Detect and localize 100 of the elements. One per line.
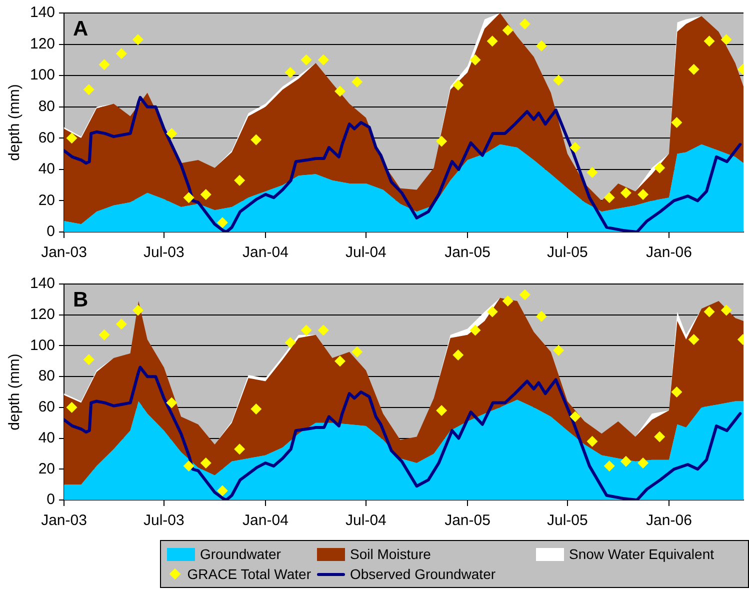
point: [352, 76, 363, 88]
point: [502, 24, 514, 36]
y-tick-label: 120: [30, 35, 56, 52]
x-tick-label: Jan-04: [242, 244, 288, 262]
point: [300, 324, 312, 336]
point: [688, 64, 700, 75]
y-tick-label: 0: [46, 491, 56, 508]
x-tick-label: Jan-04: [242, 512, 288, 530]
point: [132, 34, 144, 46]
annotation: B: [73, 288, 88, 312]
y-tick-label: 140: [30, 275, 56, 292]
x-tick-label: Jan-05: [444, 512, 490, 530]
x-tick-label: Jul-05: [546, 244, 588, 262]
y-tick-label: 40: [38, 160, 56, 178]
point: [720, 34, 732, 46]
point: [300, 54, 312, 66]
point: [83, 84, 94, 96]
point: [250, 403, 262, 414]
point: [318, 54, 329, 66]
point: [234, 174, 246, 186]
point: [98, 329, 110, 340]
annotation: A: [73, 17, 88, 40]
point: [216, 485, 228, 496]
x-tick-label: Jul-03: [144, 512, 184, 530]
point: [116, 48, 127, 60]
point: [334, 86, 346, 97]
point: [654, 431, 666, 442]
point: [284, 66, 296, 78]
y-tick-label: 60: [38, 398, 56, 416]
y-tick-label: 20: [38, 460, 56, 478]
point: [486, 36, 498, 47]
point: [216, 217, 228, 228]
x-tick-label: Jan-06: [646, 244, 692, 262]
point: [553, 74, 564, 86]
point: [638, 457, 649, 468]
point: [604, 460, 615, 472]
y-tick-label: 20: [38, 192, 56, 209]
point: [200, 188, 212, 200]
point: [586, 436, 598, 447]
y-tick-label: 80: [38, 368, 56, 385]
point: [704, 36, 715, 47]
point: [502, 295, 514, 306]
point: [183, 460, 194, 472]
point: [452, 349, 464, 360]
point: [116, 318, 127, 330]
point: [704, 306, 715, 318]
x-tick-label: Jan-05: [444, 244, 490, 262]
point: [334, 356, 346, 367]
point: [519, 289, 530, 300]
y-tick-label: 100: [30, 336, 56, 354]
point: [620, 456, 632, 467]
legend-label: Snow Water Equivalent: [569, 546, 714, 562]
point: [66, 132, 78, 144]
x-tick-label: Jul-05: [546, 512, 588, 530]
point: [318, 324, 329, 336]
y-tick-label: 80: [38, 98, 56, 115]
point: [250, 134, 262, 146]
y-tick-label: 100: [30, 66, 56, 84]
y-tick-label: 60: [38, 129, 56, 146]
point: [470, 324, 481, 336]
point: [519, 18, 530, 30]
y-axis-title: depth (mm): [6, 84, 24, 161]
point: [234, 444, 246, 455]
point: [536, 310, 547, 322]
point: [66, 402, 78, 413]
point: [183, 192, 194, 204]
point: [536, 40, 547, 52]
x-tick-label: Jul-04: [346, 244, 386, 262]
point: [452, 79, 464, 90]
point: [98, 59, 110, 70]
point: [200, 457, 212, 468]
point: [166, 128, 178, 139]
x-tick-label: Jul-04: [346, 512, 386, 530]
point: [671, 386, 682, 398]
point: [604, 192, 615, 204]
point: [470, 54, 481, 66]
y-tick-label: 140: [30, 4, 56, 22]
point: [436, 405, 448, 416]
x-tick-label: Jan-06: [646, 512, 692, 530]
point: [284, 337, 296, 348]
point: [132, 304, 144, 316]
point: [620, 187, 632, 198]
y-tick-label: 0: [46, 223, 56, 240]
x-tick-label: Jan-03: [41, 244, 87, 262]
point: [638, 188, 649, 200]
y-tick-label: 40: [38, 429, 56, 446]
point: [671, 117, 682, 128]
y-axis-title: depth (mm): [6, 354, 24, 430]
point: [654, 162, 666, 174]
point: [436, 136, 448, 147]
point: [720, 304, 732, 316]
legend-label: GRACE Total Water: [187, 566, 311, 582]
legend-label: Observed Groundwater: [350, 566, 496, 582]
point: [553, 344, 564, 356]
point: [586, 167, 598, 178]
point: [352, 346, 363, 358]
legend-label: Soil Moisture: [350, 546, 431, 562]
point: [688, 334, 700, 346]
x-tick-label: Jan-03: [41, 512, 87, 530]
point: [486, 306, 498, 318]
